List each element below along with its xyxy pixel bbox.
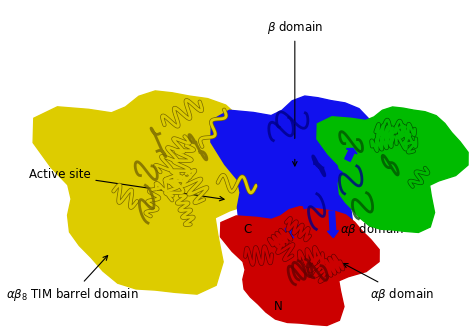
FancyArrow shape xyxy=(269,157,285,173)
Text: C: C xyxy=(244,223,252,236)
FancyArrow shape xyxy=(289,139,303,159)
Polygon shape xyxy=(317,107,468,232)
Text: $\alpha\beta$ domain: $\alpha\beta$ domain xyxy=(343,263,434,303)
Polygon shape xyxy=(220,207,379,325)
Text: N: N xyxy=(273,300,282,313)
Polygon shape xyxy=(33,91,277,294)
Polygon shape xyxy=(211,96,399,277)
FancyArrow shape xyxy=(299,195,309,209)
Text: Active site: Active site xyxy=(28,168,224,201)
FancyArrow shape xyxy=(285,223,300,238)
FancyArrow shape xyxy=(256,176,272,201)
FancyArrow shape xyxy=(319,168,342,178)
FancyArrow shape xyxy=(345,148,357,161)
Text: $\beta$ domain: $\beta$ domain xyxy=(267,19,323,166)
FancyArrow shape xyxy=(269,163,290,182)
FancyArrow shape xyxy=(309,155,323,176)
Text: $\alpha\beta$ domain: $\alpha\beta$ domain xyxy=(340,189,404,238)
Text: $\alpha\beta_8$ TIM barrel domain: $\alpha\beta_8$ TIM barrel domain xyxy=(6,256,138,303)
FancyArrow shape xyxy=(328,211,338,238)
